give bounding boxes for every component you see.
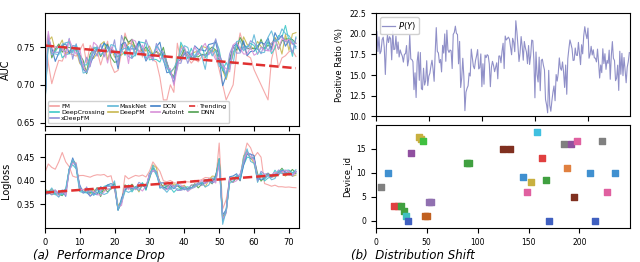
Point: [532, 130, 542, 134]
Point: [569, 195, 579, 199]
Point: [589, 219, 600, 223]
Point: [525, 180, 536, 184]
Point: [566, 142, 577, 146]
Point: [426, 199, 436, 204]
Point: [559, 142, 570, 146]
Point: [417, 139, 428, 144]
Point: [562, 166, 572, 170]
Point: [505, 146, 515, 151]
Point: [544, 219, 554, 223]
Point: [383, 171, 393, 175]
Point: [518, 175, 529, 179]
Point: [376, 185, 386, 189]
Point: [424, 199, 434, 204]
Point: [465, 161, 475, 165]
Y-axis label: Positive Ratio (%): Positive Ratio (%): [335, 28, 344, 102]
Point: [406, 151, 417, 156]
Y-axis label: AUC: AUC: [1, 59, 11, 80]
Point: [396, 204, 406, 208]
Point: [399, 209, 410, 213]
Point: [572, 139, 582, 144]
Point: [602, 190, 612, 194]
Point: [422, 214, 432, 218]
Point: [403, 219, 413, 223]
Point: [537, 156, 547, 160]
Point: [522, 190, 532, 194]
Point: [584, 171, 595, 175]
Point: [415, 137, 426, 141]
Point: [541, 178, 551, 182]
Point: [462, 161, 472, 165]
Text: (a)  Performance Drop: (a) Performance Drop: [33, 249, 165, 262]
Point: [610, 171, 620, 175]
Point: [498, 146, 508, 151]
Y-axis label: Logloss: Logloss: [1, 163, 11, 199]
Point: [401, 214, 412, 218]
Point: [596, 139, 607, 144]
Text: (b)  Distribution Shift: (b) Distribution Shift: [351, 249, 475, 262]
Point: [389, 204, 399, 208]
Legend: $P(Y)$: $P(Y)$: [380, 17, 419, 34]
Legend: FM, DeepCrossing, xDeepFM, MaskNet, DeepFM, DCN, AutoInt, Trending, DNN: FM, DeepCrossing, xDeepFM, MaskNet, Deep…: [48, 101, 229, 123]
Point: [413, 135, 424, 139]
Y-axis label: Device_id: Device_id: [342, 156, 351, 197]
Point: [420, 214, 430, 218]
Point: [393, 204, 403, 208]
